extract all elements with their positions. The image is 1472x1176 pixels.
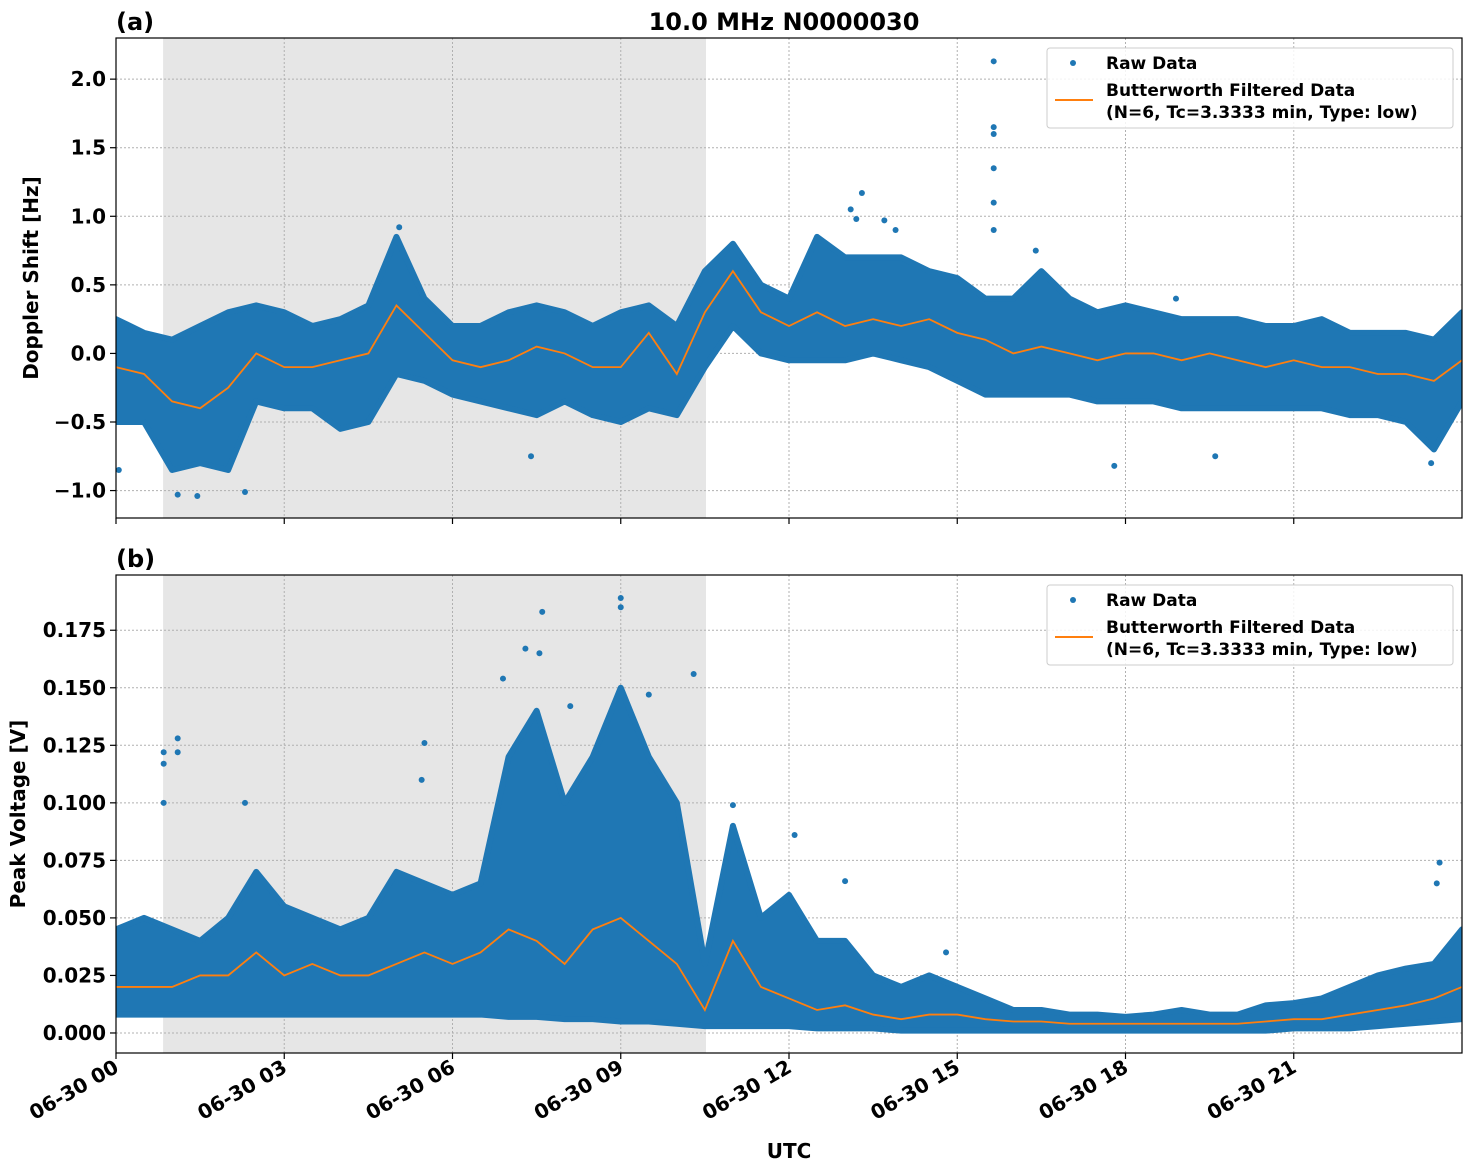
raw-data-point [617,604,624,611]
raw-data-point [241,799,248,806]
legend-raw-label: Raw Data [1106,591,1197,611]
panel-a-doppler: (a) Doppler Shift [Hz] −1.0 −0.5 0.0 0.5 1.0… [19,8,1463,524]
raw-data-point [842,878,849,885]
raw-data-point [396,224,403,231]
raw-data-point [567,703,574,710]
raw-data-point [536,650,543,657]
raw-data-point [174,735,181,742]
figure-title: 10.0 MHz N0000030 [649,8,920,36]
y-tick-label: 2.0 [71,67,106,91]
raw-data-point [522,645,529,652]
legend-raw-label: Raw Data [1106,54,1197,74]
raw-data-point [791,832,798,839]
legend-filtered-params: (N=6, Tc=3.3333 min, Type: low) [1106,103,1418,123]
x-tick-label: 06-30 18 [1034,1055,1132,1125]
raw-data-point [174,491,181,498]
filtered-data-line [116,269,1462,410]
raw-data-point [858,189,865,196]
raw-data-point [1428,460,1435,467]
panel-a-label: (a) [116,8,154,36]
y-tick-label: 0.075 [43,848,106,872]
raw-data-point [1212,453,1219,460]
raw-data-point [990,165,997,172]
raw-data-point [1172,295,1179,302]
legend-filtered-params: (N=6, Tc=3.3333 min, Type: low) [1106,640,1418,660]
raw-data-point [990,199,997,206]
raw-data-point [853,216,860,223]
y-tick-label: 0.175 [43,618,106,642]
legend-filtered-label: Butterworth Filtered Data [1106,81,1355,101]
raw-data-point [421,740,428,747]
panel-a-ylabel: Doppler Shift [Hz] [19,176,43,380]
x-tick-label: 06-30 12 [698,1055,796,1125]
raw-data-point [194,493,201,500]
raw-data-point [847,206,854,213]
y-tick-label: 0.025 [43,963,106,987]
panel-b-label: (b) [116,545,155,573]
legend-filtered-label: Butterworth Filtered Data [1106,618,1355,638]
filtered-data-line [116,916,1462,1025]
legend-box [1046,584,1454,666]
raw-data-point [990,58,997,65]
raw-data-envelope [116,684,1462,1034]
legend-box [1046,47,1454,129]
axes-frame [115,37,1463,519]
x-tick-label: 06-30 21 [1203,1055,1301,1125]
raw-data-point [645,691,652,698]
raw-data-point [1111,462,1118,469]
raw-data-point [160,760,167,767]
raw-data-point [528,453,535,460]
raw-data-point [1436,859,1443,866]
axes-frame [115,574,1463,1054]
y-tick-label: 0.150 [43,676,106,700]
raw-data-point [881,217,888,224]
y-tick-label: 0.100 [43,791,106,815]
x-tick-label: 06-30 03 [193,1055,291,1125]
raw-data-point [116,467,122,473]
raw-data-point [990,124,997,131]
plot-area [116,58,1462,500]
x-axis-label: UTC [767,1139,812,1163]
raw-data-point [174,749,181,756]
raw-data-point [892,227,899,233]
raw-data-point [241,488,248,495]
x-tick-label: 06-30 15 [866,1055,964,1125]
plot-area [116,595,1462,1034]
panel-b-ylabel: Peak Voltage [V] [6,720,30,909]
y-tick-label: 0.050 [43,906,106,930]
raw-data-point [1032,247,1039,254]
x-tick-label: 06-30 00 [25,1055,123,1125]
raw-data-point [690,670,697,677]
raw-data-point [499,675,506,682]
y-tick-label: 0.0 [71,341,106,365]
y-tick-label: 0.000 [43,1021,106,1045]
raw-data-point [539,608,546,615]
raw-data-point [943,949,950,956]
raw-data-point [418,776,425,783]
raw-data-point [160,799,167,806]
raw-data-point [617,595,624,602]
raw-data-point [990,131,997,137]
y-tick-label: 1.0 [71,204,106,228]
y-tick-label: 0.5 [71,273,106,297]
y-tick-label: 0.125 [43,733,106,757]
shaded-interval [163,38,706,518]
x-tick-label: 06-30 06 [361,1055,459,1125]
legend-raw-marker [1070,60,1076,66]
y-tick-label: −0.5 [54,410,106,434]
raw-data-point [990,227,997,233]
raw-data-point [729,802,736,809]
raw-data-envelope [116,233,1462,473]
panel-b-peak-voltage: (b) Peak Voltage [V] 0.000 0.025 0.050 0.07… [6,545,1463,1125]
y-tick-label: −1.0 [54,479,106,503]
legend-raw-marker [1070,597,1076,603]
raw-data-point [1433,880,1440,887]
raw-data-point [160,749,167,756]
y-tick-label: 1.5 [71,136,106,160]
x-tick-label: 06-30 09 [530,1055,628,1125]
